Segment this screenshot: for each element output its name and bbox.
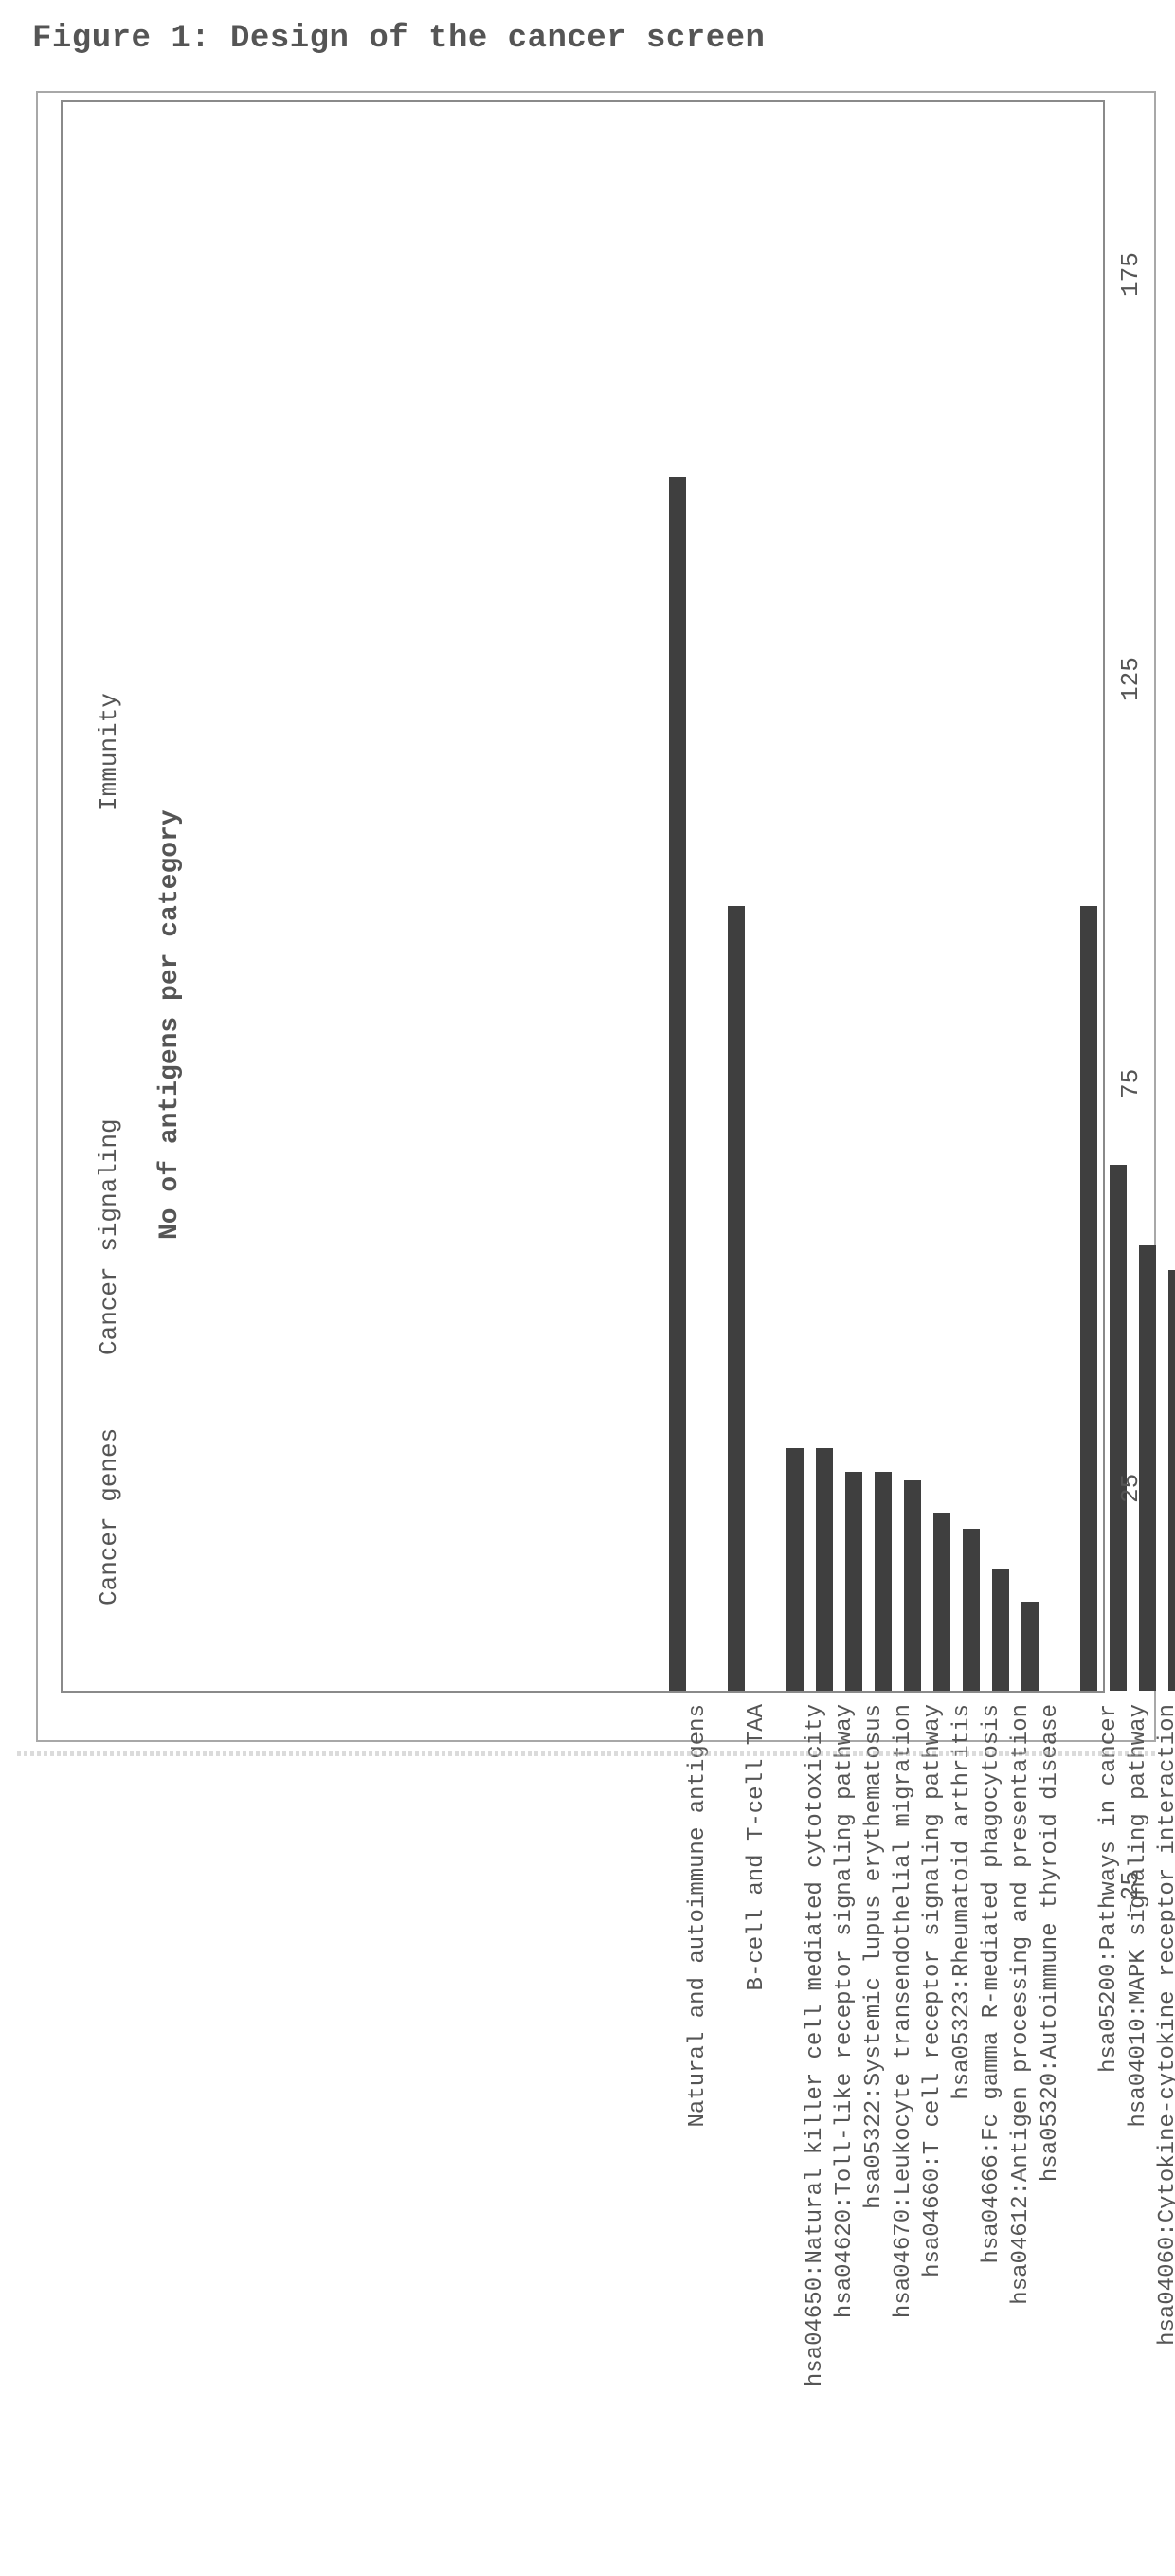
- row-label: hsa04620:Toll-like receptor signaling pa…: [832, 1704, 858, 2576]
- axis-tick-label: 175: [1116, 252, 1145, 297]
- bar: [904, 1480, 921, 1691]
- group-label-cancer-signaling: Cancer signaling: [95, 1118, 123, 1355]
- axis-tick-label: -25: [1116, 1871, 1145, 1915]
- row-label: hsa04010:MAPK signaling pathway: [1126, 1704, 1151, 2576]
- bar: [786, 1448, 804, 1691]
- bar: [963, 1529, 980, 1691]
- axis-line: [61, 100, 1103, 102]
- axis-line: [61, 100, 63, 1693]
- bar: [1021, 1602, 1039, 1691]
- bar: [669, 477, 686, 1691]
- bar: [1139, 1245, 1156, 1691]
- bar: [1110, 1165, 1127, 1691]
- chart-title: No of antigens per category: [155, 809, 185, 1240]
- axis-tick-label: 75: [1116, 1069, 1145, 1098]
- row-label: hsa05320:Autoimmune thyroid disease: [1038, 1704, 1063, 2576]
- bar: [845, 1472, 862, 1691]
- figure-caption: Figure 1: Design of the cancer screen: [32, 21, 765, 57]
- scan-artifact: [17, 1751, 1158, 1756]
- row-label: hsa05200:Pathways in cancer: [1096, 1704, 1122, 2576]
- row-label: hsa04612:Antigen processing and presenta…: [1008, 1704, 1034, 2576]
- bar: [1080, 906, 1097, 1691]
- group-label-cancer-genes: Cancer genes: [95, 1428, 123, 1605]
- bar: [1168, 1270, 1175, 1691]
- axis-tick-label: 125: [1116, 657, 1145, 701]
- axis-tick-label: 25: [1116, 1474, 1145, 1503]
- bar: [933, 1513, 950, 1691]
- row-label: hsa04660:T cell receptor signaling pathw…: [920, 1704, 946, 2576]
- plot-outer-frame: [36, 91, 1156, 1742]
- row-label: B-cell and T-cell TAA: [744, 1704, 769, 2576]
- row-label: Natural and autoimmune antigens: [685, 1704, 711, 2576]
- row-label: hsa05323:Rheumatoid arthritis: [949, 1704, 975, 2576]
- row-label: hsa04060:Cytokine-cytokine receptor inte…: [1155, 1704, 1175, 2576]
- bar: [992, 1569, 1009, 1691]
- bar: [816, 1448, 833, 1691]
- row-label: hsa04650:Natural killer cell mediated cy…: [803, 1704, 828, 2576]
- group-label-immunity: Immunity: [95, 693, 123, 811]
- row-label: hsa05322:Systemic lupus erythematosus: [861, 1704, 887, 2576]
- axis-line: [1103, 100, 1105, 1693]
- row-label: hsa04670:Leukocyte transendothelial migr…: [891, 1704, 916, 2576]
- bar: [875, 1472, 892, 1691]
- bar: [728, 906, 745, 1691]
- axis-line: [61, 1691, 1103, 1693]
- row-label: hsa04666:Fc gamma R-mediated phagocytosi…: [979, 1704, 1004, 2576]
